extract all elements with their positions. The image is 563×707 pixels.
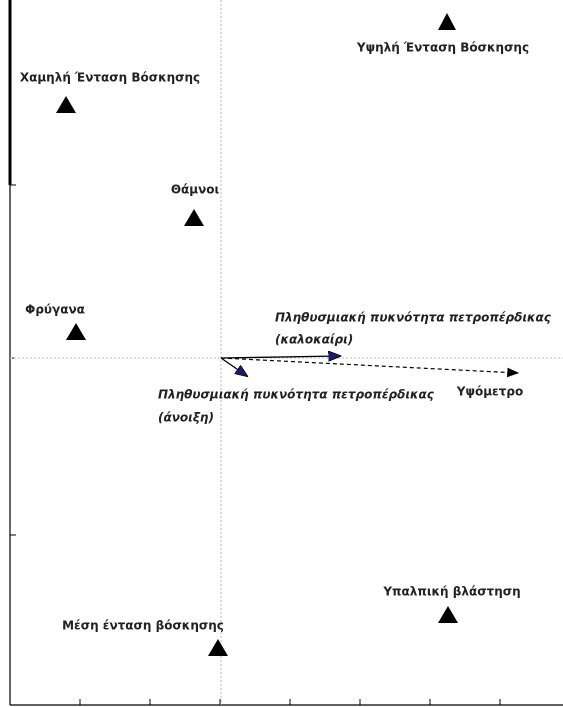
point-label: Υπαλπική βλάστηση (382, 585, 520, 599)
point-marker (66, 323, 86, 340)
vectors (220, 356, 520, 378)
vector-arrow (220, 356, 340, 358)
point-marker (56, 96, 76, 113)
point-label: Φρύγανα (25, 303, 85, 317)
vector-label: Πληθυσμιακή πυκνότητα πετροπέρδικας (275, 311, 552, 325)
vector-label: (άνοιξη) (158, 411, 214, 425)
point-label: Μέση ένταση βόσκησης (62, 619, 224, 633)
point-marker (438, 606, 458, 623)
axes (8, 0, 563, 706)
vector-label: Υψόμετρο (456, 385, 523, 399)
point-label: Θάμνοι (171, 183, 220, 197)
point-label: Υψηλή Ένταση Βόσκησης (356, 41, 529, 55)
vector-arrow (220, 357, 247, 376)
vector-arrow (220, 357, 520, 378)
point-marker (184, 209, 204, 226)
vector-label: (καλοκαίρι) (275, 333, 353, 347)
point-label: Χαμηλή Ένταση Βόσκησης (20, 71, 200, 85)
points (56, 13, 458, 656)
point-marker (438, 13, 456, 30)
origin-lines (10, 0, 563, 705)
point-marker (208, 639, 228, 656)
labels: Υψηλή Ένταση Βόσκησης Χαμηλή Ένταση Βόσκ… (20, 41, 552, 633)
vector-label: Πληθυσμιακή πυκνότητα πετροπέρδικας (158, 388, 435, 402)
